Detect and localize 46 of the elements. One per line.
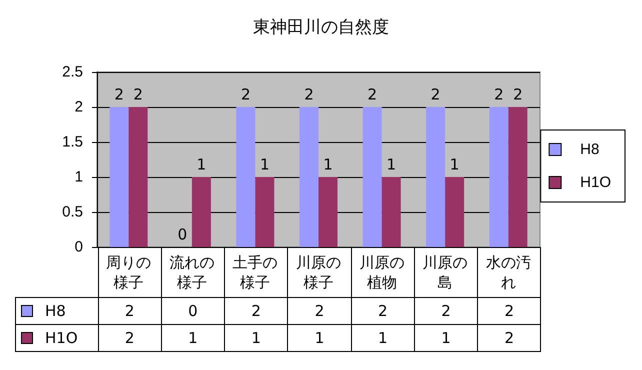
- x-tick-label: 川原の島: [422, 254, 468, 292]
- data-label: 1: [161, 324, 225, 351]
- data-label: 2: [98, 297, 162, 324]
- x-tick-label: 水の汚れ: [486, 254, 531, 292]
- data-label: 1: [351, 324, 414, 351]
- data-label: 1: [224, 324, 288, 351]
- text: 2: [494, 86, 504, 104]
- text: 2: [240, 86, 250, 104]
- x-tick-label: 流れの様子: [169, 254, 214, 292]
- text: 1: [323, 156, 333, 174]
- x-tick-label: 川原の植物: [359, 254, 404, 292]
- data-label: 2: [478, 324, 541, 351]
- data-label: 2: [98, 324, 162, 351]
- y-tick-label: 2.5: [62, 64, 83, 80]
- y-tick-label: 1: [74, 168, 83, 186]
- x-tick-label: 川原の様子: [296, 254, 341, 292]
- y-tick-label: 1.5: [62, 134, 83, 150]
- text: 1: [450, 156, 460, 174]
- text: 1: [196, 156, 206, 174]
- y-tick-label: 0.5: [62, 204, 83, 220]
- chart-title: 東神田川の自然度: [253, 18, 389, 38]
- text: 0: [178, 226, 188, 244]
- text: 2: [368, 86, 378, 104]
- legend-label: H8: [16, 297, 98, 324]
- data-label: 2: [288, 297, 352, 324]
- text: 1: [260, 156, 270, 174]
- y-tick-label: 2: [74, 98, 83, 116]
- x-tick-label: 土手の様子: [232, 254, 278, 292]
- data-label: 2: [351, 297, 414, 324]
- data-label: 2: [478, 297, 541, 324]
- text: H8: [580, 141, 600, 158]
- data-label: 2: [414, 297, 478, 324]
- y-tick-label: 0: [74, 238, 83, 256]
- data-label: 1: [288, 324, 352, 351]
- data-label: 2: [224, 297, 288, 324]
- data-label: 1: [414, 324, 478, 351]
- x-tick-label: 周りの様子: [106, 254, 152, 292]
- text: 2: [430, 86, 440, 104]
- text: 2: [133, 86, 143, 104]
- text: 1: [386, 156, 396, 174]
- text: 2: [513, 86, 523, 104]
- legend-label: H1O: [580, 174, 611, 191]
- text: H1O: [45, 328, 78, 346]
- data-label: 0: [161, 297, 225, 324]
- text: 2: [304, 86, 314, 104]
- text: 2: [114, 86, 124, 104]
